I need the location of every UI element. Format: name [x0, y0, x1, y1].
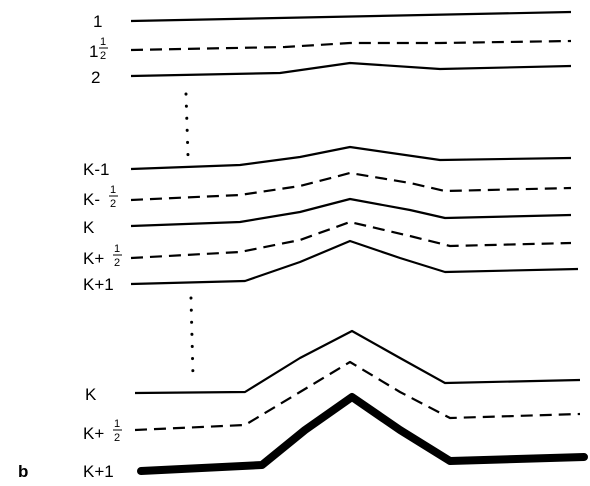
level-label: K — [83, 218, 95, 237]
panel-label: b — [18, 462, 28, 481]
level-line-k-plus-half-lower — [134, 360, 581, 432]
fraction-denominator: 2 — [100, 50, 106, 62]
fraction-denominator: 2 — [114, 257, 120, 269]
ellipsis-dots-lower — [189, 296, 195, 378]
fraction-denominator: 2 — [114, 432, 120, 444]
ellipsis-dots-upper — [184, 92, 190, 158]
level-label: 1 — [93, 12, 102, 31]
level-label: K+1 — [83, 462, 114, 481]
level-line-k-lower — [134, 329, 581, 395]
fraction-half: 1 2 — [109, 184, 118, 210]
fraction-numerator: 1 — [114, 418, 120, 430]
fraction-half: 1 2 — [113, 418, 122, 444]
level-label: K+1 — [83, 275, 114, 294]
level-labels: 1 1 1 2 2 K-1 K- 1 2 K K+ 1 2 K+1 K K+ 1… — [83, 12, 122, 481]
fraction-numerator: 1 — [110, 184, 116, 196]
fraction-numerator: 1 — [114, 243, 120, 255]
fraction-denominator: 2 — [110, 198, 116, 210]
fraction-numerator: 1 — [100, 36, 106, 48]
fraction-half: 1 2 — [113, 243, 122, 269]
level-line-k-minus-1 — [130, 145, 572, 171]
level-line-k-plus-half — [130, 220, 572, 260]
fraction-half: 1 2 — [99, 36, 108, 62]
level-line-1 — [130, 10, 572, 23]
level-label: K-1 — [83, 160, 109, 179]
level-label: K+ — [83, 249, 104, 268]
level-line-k-minus-half — [130, 171, 572, 202]
level-label: 2 — [91, 68, 100, 87]
level-line-k-plus-1-lower — [137, 393, 588, 475]
level-label: K+ — [83, 424, 104, 443]
level-line-2 — [130, 61, 572, 78]
level-label: K- — [83, 190, 100, 209]
level-label: K — [85, 385, 97, 404]
level-label: 1 — [89, 42, 98, 61]
level-line-1-half — [130, 39, 572, 52]
level-line-k — [130, 197, 572, 228]
level-line-k-plus-1 — [130, 239, 579, 286]
